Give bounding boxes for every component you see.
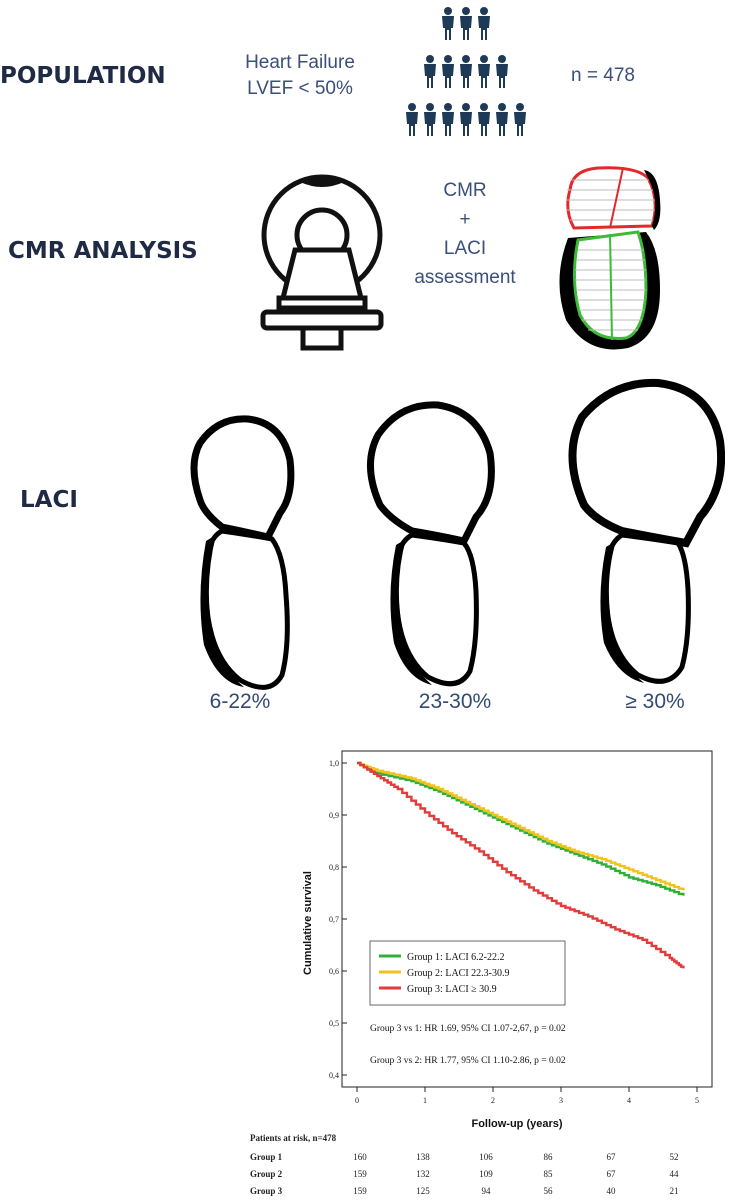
chart-legend: Group 1: LACI 6.2-22.2 Group 2: LACI 22.… [369,940,566,1006]
y-axis-label: Cumulative survival [302,871,314,975]
section-label-cmr-analysis: CMR ANALYSIS [8,238,198,264]
risk-cell: 159 [353,1169,367,1179]
population-condition: Heart Failure LVEF < 50% [220,50,380,102]
section-label-population: POPULATION [0,63,166,89]
risk-cell: 67 [606,1169,616,1179]
legend-label-group-3: Group 3: LACI ≥ 30.9 [407,984,497,995]
x-tick-label: 4 [627,1096,631,1105]
risk-cell: 94 [481,1186,491,1196]
risk-cell: 125 [416,1186,430,1196]
risk-row-label: Group 2 [250,1169,283,1179]
cmr-line-4: assessment [414,267,516,288]
plot-frame [341,750,713,1088]
x-tick-label: 3 [559,1096,563,1105]
cmr-line-3: LACI [443,238,487,259]
heart-segmentation-icon [559,166,661,350]
survival-curve-group-2 [357,761,685,891]
condition-line-1: Heart Failure [245,52,355,73]
survival-curve-group-1 [357,761,685,896]
risk-cell: 138 [416,1152,430,1162]
laci-group-label-3: ≥ 30% [625,690,685,713]
survival-curve-group-3 [357,761,685,969]
risk-row-label: Group 1 [250,1152,283,1162]
risk-cell: 52 [669,1152,679,1162]
risk-table-title: Patients at risk, n=478 [250,1133,730,1145]
risk-table-row: Group 1 160 138 106 86 67 52 [250,1152,730,1164]
risk-cell: 109 [479,1169,493,1179]
mri-scanner-icon [260,174,384,351]
risk-cell: 67 [606,1152,616,1162]
legend-label-group-1: Group 1: LACI 6.2-22.2 [407,952,505,963]
cmr-line-1: CMR [443,180,487,201]
x-axis-label: Follow-up (years) [471,1118,562,1130]
x-tick-label: 2 [491,1096,495,1105]
hazard-ratio-annotation-1: Group 3 vs 1: HR 1.69, 95% CI 1.07-2,67,… [370,1024,566,1034]
x-tick-label: 0 [355,1096,359,1105]
cmr-laci-text: CMR + LACI assessment [395,176,535,292]
risk-cell: 56 [543,1186,553,1196]
population-count: n = 478 [571,65,635,86]
risk-cell: 21 [669,1186,679,1196]
x-tick-label: 1 [423,1096,427,1105]
y-tick-label: 0,8 [329,863,339,872]
survival-chart: 0,4 0,5 0,6 0,7 0,8 0,9 1,0 0 1 2 3 4 5 Cumulative s… [302,750,713,1130]
x-tick-label: 5 [695,1096,699,1105]
risk-cell: 160 [353,1152,367,1162]
risk-cell: 86 [543,1152,553,1162]
legend-label-group-2: Group 2: LACI 22.3-30.9 [407,968,510,979]
y-tick-label: 0,4 [329,1071,339,1080]
risk-table-row: Group 2 159 132 109 85 67 44 [250,1169,730,1181]
risk-cell: 40 [606,1186,616,1196]
cmr-line-2: + [459,209,471,230]
y-tick-label: 0,5 [329,1019,339,1028]
risk-cell: 159 [353,1186,367,1196]
risk-cell: 44 [669,1169,679,1179]
risk-table-row: Group 3 159 125 94 56 40 21 [250,1186,730,1198]
risk-cell: 132 [416,1169,430,1179]
risk-table-title-text: Patients at risk, n=478 [250,1133,337,1143]
hazard-ratio-annotation-2: Group 3 vs 2: HR 1.77, 95% CI 1.10-2.86,… [370,1056,566,1066]
risk-row-label: Group 3 [250,1186,283,1196]
risk-cell: 106 [479,1152,493,1162]
y-tick-label: 0,7 [329,915,339,924]
section-label-laci: LACI [20,487,78,513]
heart-outline-group-2 [366,401,495,687]
risk-cell: 85 [543,1169,553,1179]
y-tick-label: 1,0 [329,759,339,768]
population-people-icon [406,7,526,136]
laci-group-label-2: 23-30% [418,690,492,713]
condition-line-2: LVEF < 50% [247,78,353,99]
y-tick-label: 0,9 [329,811,339,820]
laci-group-label-1: 6-22% [209,690,271,713]
y-tick-label: 0,6 [329,967,339,976]
heart-outline-group-3 [568,378,725,684]
heart-outline-group-1 [190,415,295,690]
